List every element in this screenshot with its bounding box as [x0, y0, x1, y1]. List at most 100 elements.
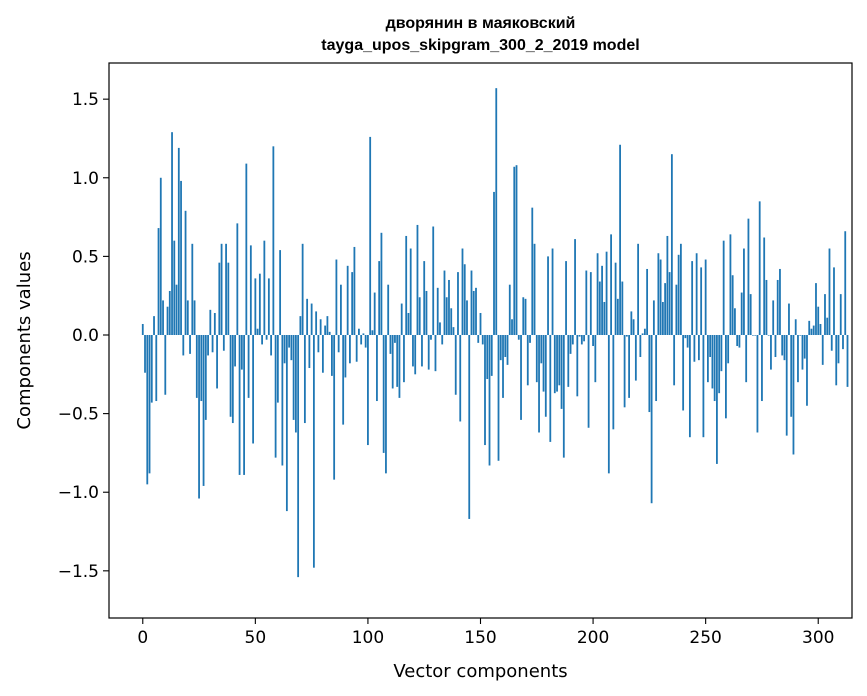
- bar-86: [335, 259, 338, 335]
- bar-242: [686, 335, 689, 348]
- bar-143: [463, 264, 466, 335]
- bar-287: [788, 303, 790, 335]
- bar-41: [234, 335, 236, 367]
- bar-290: [794, 319, 797, 335]
- y-tick-label: −0.5: [58, 405, 99, 425]
- bar-251: [707, 335, 709, 383]
- bar-32: [213, 312, 216, 335]
- bar-253: [711, 335, 714, 389]
- bar-139: [454, 335, 457, 395]
- bar-70: [299, 316, 302, 335]
- y-tick-label: −1.5: [58, 562, 99, 582]
- bar-188: [565, 261, 567, 335]
- bar-212: [619, 144, 621, 335]
- bar-298: [812, 325, 815, 335]
- bar-240: [682, 335, 685, 411]
- bar-169: [522, 297, 525, 335]
- bar-209: [612, 335, 615, 430]
- bar-50: [254, 278, 257, 335]
- bar-77: [315, 311, 318, 335]
- bar-72: [303, 335, 306, 424]
- bar-282: [776, 279, 779, 335]
- bar-25: [198, 335, 200, 499]
- bar-161: [504, 335, 507, 358]
- bar-241: [684, 335, 687, 339]
- bar-24: [195, 335, 198, 398]
- bar-202: [596, 253, 599, 335]
- bar-244: [691, 261, 694, 335]
- bar-183: [553, 335, 556, 394]
- bar-142: [461, 248, 464, 335]
- bar-33: [216, 335, 218, 389]
- bar-237: [675, 284, 678, 335]
- bar-44: [240, 335, 243, 370]
- bar-255: [716, 335, 718, 464]
- bar-193: [576, 335, 579, 397]
- bar-276: [763, 237, 766, 335]
- bar-306: [830, 335, 833, 351]
- bar-27: [202, 335, 205, 486]
- bar-98: [362, 333, 365, 335]
- bar-180: [547, 256, 549, 335]
- bar-100: [367, 335, 369, 446]
- bar-297: [810, 328, 813, 335]
- bar-228: [655, 335, 658, 402]
- bar-222: [641, 333, 644, 335]
- bar-141: [459, 335, 462, 422]
- bar-236: [673, 335, 676, 386]
- bar-66: [290, 335, 293, 361]
- bar-28: [204, 335, 207, 420]
- bar-121: [414, 335, 417, 375]
- bar-42: [236, 223, 239, 335]
- bar-91: [346, 265, 349, 335]
- bar-218: [632, 319, 635, 335]
- bar-110: [389, 335, 392, 354]
- bar-208: [610, 234, 612, 335]
- bar-101: [369, 136, 372, 335]
- bar-158: [497, 335, 500, 461]
- bar-120: [412, 335, 414, 367]
- bar-167: [517, 335, 520, 340]
- bar-71: [301, 243, 304, 335]
- bar-23: [193, 300, 196, 335]
- bar-43: [238, 335, 241, 475]
- bar-166: [515, 165, 518, 335]
- bar-99: [364, 335, 367, 348]
- bar-280: [772, 300, 775, 335]
- bar-150: [479, 312, 482, 335]
- bar-153: [486, 335, 489, 380]
- bar-17: [180, 180, 182, 335]
- bar-107: [382, 335, 385, 453]
- bar-82: [326, 316, 329, 335]
- bar-21: [189, 335, 191, 354]
- bar-270: [749, 294, 752, 335]
- bar-40: [231, 335, 234, 424]
- bar-10: [164, 335, 167, 395]
- bar-76: [312, 335, 315, 568]
- bar-63: [283, 335, 286, 364]
- bar-199: [589, 272, 592, 335]
- bar-174: [533, 243, 536, 335]
- bar-9: [162, 300, 164, 335]
- bar-173: [531, 207, 534, 335]
- bar-220: [637, 243, 640, 335]
- bar-207: [607, 335, 610, 474]
- bar-304: [826, 317, 829, 335]
- bar-11: [166, 306, 169, 335]
- bar-4: [150, 335, 153, 403]
- bar-246: [695, 253, 698, 335]
- bar-245: [693, 335, 696, 362]
- bar-126: [425, 290, 428, 335]
- bar-106: [380, 232, 383, 335]
- bar-29: [207, 335, 209, 356]
- bar-204: [601, 265, 603, 335]
- bar-187: [562, 335, 565, 458]
- bar-178: [542, 335, 545, 392]
- bar-273: [756, 335, 759, 433]
- bar-55: [265, 335, 268, 340]
- bar-56: [267, 278, 270, 335]
- bar-181: [549, 335, 552, 442]
- bar-134: [443, 270, 446, 335]
- bar-5: [153, 316, 155, 335]
- x-tick-label: 50: [245, 628, 267, 648]
